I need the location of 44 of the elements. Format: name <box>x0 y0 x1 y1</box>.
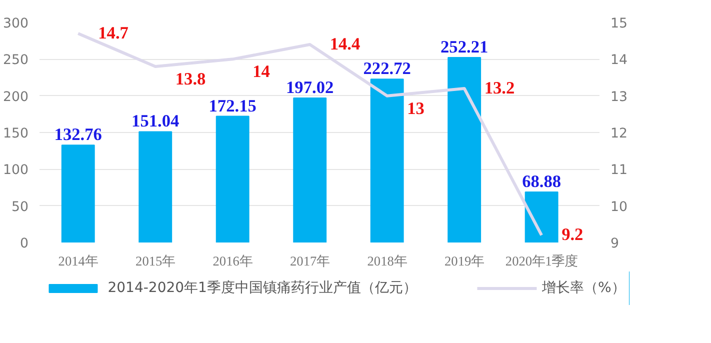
y-tick-label: 200 <box>3 90 29 105</box>
data-label: 13 <box>407 98 425 118</box>
bar <box>524 191 558 242</box>
y2-tick-label: 11 <box>610 163 628 178</box>
x-tick-label: 2014年 <box>58 254 98 268</box>
x-tick-label: 2018年 <box>367 254 407 268</box>
y2-tick-label: 13 <box>610 90 628 105</box>
bar <box>138 131 172 242</box>
bar <box>216 116 250 242</box>
y2-tick-label: 14 <box>610 53 628 68</box>
data-label: 222.72 <box>363 59 411 78</box>
data-label: 197.02 <box>286 78 334 98</box>
data-label: 14.4 <box>330 34 361 54</box>
x-tick-label: 2019年 <box>444 254 484 268</box>
bar <box>370 78 404 242</box>
y-tick-label: 50 <box>12 200 29 215</box>
legend-label: 2014-2020年1季度中国镇痛药行业产值（亿元） <box>108 279 417 297</box>
y-tick-label: 0 <box>20 236 29 252</box>
data-label: 14 <box>252 62 270 82</box>
y-tick-label: 100 <box>3 163 29 178</box>
data-label: 151.04 <box>132 112 180 131</box>
x-tick-label: 2017年 <box>290 254 330 268</box>
data-label: 132.76 <box>54 125 102 144</box>
y-tick-label: 300 <box>3 16 29 32</box>
bar <box>61 144 95 242</box>
y2-tick-label: 9 <box>610 236 619 252</box>
data-label: 252.21 <box>440 38 488 57</box>
x-tick-label: 2016年 <box>212 254 252 268</box>
data-label: 68.88 <box>522 172 562 191</box>
y-tick-label: 250 <box>3 53 29 68</box>
data-label: 9.2 <box>562 225 584 244</box>
bar <box>448 57 482 242</box>
data-label: 14.7 <box>98 24 129 42</box>
y-tick-label: 150 <box>3 126 29 142</box>
y2-tick-label: 10 <box>610 200 628 215</box>
data-label: 13.2 <box>484 78 515 98</box>
y2-tick-label: 12 <box>610 126 628 142</box>
x-tick-label: 2020年1季度 <box>505 254 578 268</box>
y2-tick-label: 15 <box>610 16 628 32</box>
bar <box>293 98 327 242</box>
data-label: 172.15 <box>208 96 257 116</box>
x-tick-label: 2015年 <box>136 254 176 268</box>
legend-label: 增长率（%） <box>542 279 626 297</box>
data-label: 13.8 <box>175 70 206 88</box>
